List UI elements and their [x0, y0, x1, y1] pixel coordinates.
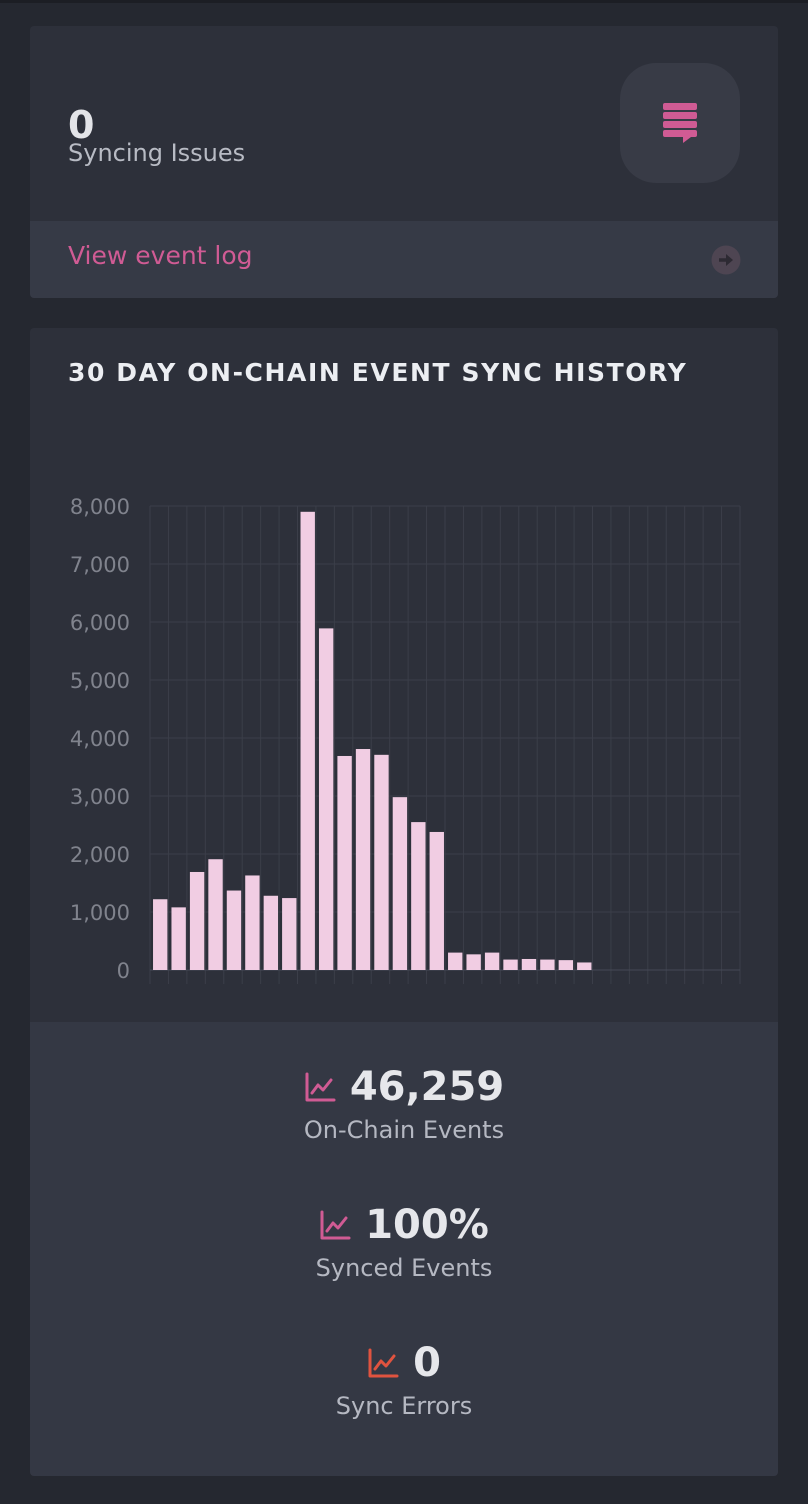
trending-up-icon [305, 1072, 336, 1102]
syncing-issues-count: 0 [68, 103, 95, 147]
bar [208, 859, 223, 970]
y-tick-label: 3,000 [70, 785, 130, 809]
y-tick-label: 1,000 [70, 901, 130, 925]
bar [466, 954, 481, 970]
stat-value: 46,259 [349, 1064, 505, 1110]
trending-up-icon [320, 1210, 351, 1240]
stat-label: On-Chain Events [303, 1116, 505, 1144]
bar [503, 959, 518, 970]
bar [171, 907, 186, 970]
bar [153, 899, 168, 970]
bar [577, 962, 592, 970]
bar [540, 959, 555, 970]
bar [374, 754, 389, 970]
bar [411, 822, 426, 970]
stats-panel: 46,259 On-Chain Events 100% Synced Event… [30, 1022, 778, 1476]
y-tick-label: 8,000 [70, 495, 130, 519]
stat-sync-errors: 0 Sync Errors [30, 1340, 778, 1420]
stat-label: Sync Errors [335, 1392, 473, 1420]
issues-icon-box [620, 63, 740, 183]
y-tick-label: 5,000 [70, 669, 130, 693]
bar [300, 511, 315, 970]
top-border [0, 0, 808, 3]
stat-synced-events: 100% Synced Events [30, 1202, 778, 1282]
bar [521, 958, 537, 970]
view-event-log-link[interactable]: View event log [68, 241, 253, 270]
y-tick-label: 0 [117, 959, 130, 983]
stat-label: Synced Events [315, 1254, 493, 1282]
bar [245, 875, 260, 970]
bar [429, 831, 444, 970]
bar [318, 628, 334, 970]
y-tick-label: 2,000 [70, 843, 130, 867]
bar [337, 755, 352, 970]
syncing-issues-label: Syncing Issues [68, 139, 246, 167]
bar [282, 898, 297, 970]
sync-history-bar-chart: 0 1,000 2,000 3,000 4,000 5,000 6,000 7,000 8,00… [70, 495, 741, 984]
chart-title: 30 DAY ON-CHAIN EVENT SYNC HISTORY [68, 358, 688, 387]
bar [263, 895, 279, 970]
arrow-right-circle-icon[interactable] [711, 245, 741, 275]
y-tick-label: 6,000 [70, 611, 130, 635]
bar [392, 797, 408, 970]
sync-history-card: 30 DAY ON-CHAIN EVENT SYNC HISTORY 0 1,00… [30, 328, 778, 1476]
issues-footer: View event log [30, 221, 778, 298]
y-tick-label: 7,000 [70, 553, 130, 577]
bar [189, 871, 205, 970]
trending-up-icon [368, 1348, 399, 1378]
bar [226, 890, 242, 970]
bar [558, 960, 574, 970]
stat-value: 100% [365, 1202, 489, 1248]
bar [448, 952, 463, 970]
bar [484, 952, 500, 970]
stat-on-chain-events: 46,259 On-Chain Events [30, 1064, 778, 1144]
stat-value: 0 [413, 1340, 441, 1386]
chat-stack-icon [663, 103, 697, 143]
bar [355, 749, 371, 970]
y-tick-label: 4,000 [70, 727, 130, 751]
syncing-issues-card: 0 Syncing Issues View event log [30, 26, 778, 298]
